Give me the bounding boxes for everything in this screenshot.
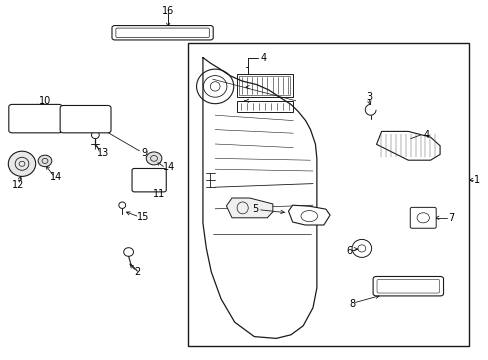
- Polygon shape: [226, 198, 272, 218]
- Text: 4: 4: [261, 53, 266, 63]
- FancyBboxPatch shape: [376, 279, 439, 293]
- Text: 14: 14: [162, 162, 175, 172]
- Text: 6: 6: [346, 246, 352, 256]
- Polygon shape: [376, 131, 439, 160]
- Bar: [236, 74, 292, 97]
- Ellipse shape: [8, 151, 36, 176]
- Text: 4: 4: [423, 130, 428, 140]
- Ellipse shape: [38, 155, 52, 167]
- Bar: [239, 76, 290, 95]
- Text: 9: 9: [141, 148, 147, 158]
- FancyBboxPatch shape: [372, 276, 443, 296]
- FancyBboxPatch shape: [132, 168, 166, 192]
- Text: 3: 3: [366, 92, 371, 102]
- Text: 8: 8: [348, 299, 354, 309]
- Text: 13: 13: [96, 148, 109, 158]
- Text: 11: 11: [152, 189, 165, 199]
- Text: 1: 1: [473, 175, 479, 185]
- FancyBboxPatch shape: [409, 207, 435, 228]
- Text: 5: 5: [252, 204, 258, 214]
- Polygon shape: [288, 205, 329, 225]
- Text: 14: 14: [50, 172, 62, 183]
- Ellipse shape: [146, 152, 162, 165]
- FancyBboxPatch shape: [116, 28, 209, 37]
- Text: 16: 16: [162, 6, 174, 16]
- FancyBboxPatch shape: [60, 105, 111, 133]
- Text: 12: 12: [12, 180, 25, 190]
- Text: 10: 10: [39, 96, 52, 106]
- Text: 15: 15: [137, 212, 149, 222]
- Text: 7: 7: [447, 213, 453, 223]
- Bar: [188, 43, 468, 346]
- FancyBboxPatch shape: [9, 104, 62, 133]
- Bar: [236, 101, 292, 112]
- Text: 2: 2: [134, 267, 140, 277]
- FancyBboxPatch shape: [112, 26, 213, 40]
